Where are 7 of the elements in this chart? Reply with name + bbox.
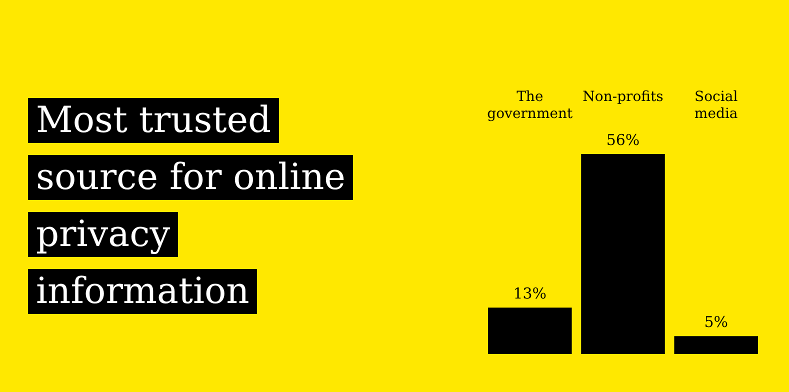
x-tick-label: Social media	[694, 89, 738, 122]
data-label: 5%	[704, 313, 728, 332]
x-tick-label: The government	[487, 89, 574, 122]
data-label: 56%	[606, 131, 640, 149]
x-tick-label: Non-profits	[582, 89, 664, 105]
text: Most trusted source for online privacy information	[28, 98, 354, 314]
data-label: 13%	[513, 284, 547, 303]
